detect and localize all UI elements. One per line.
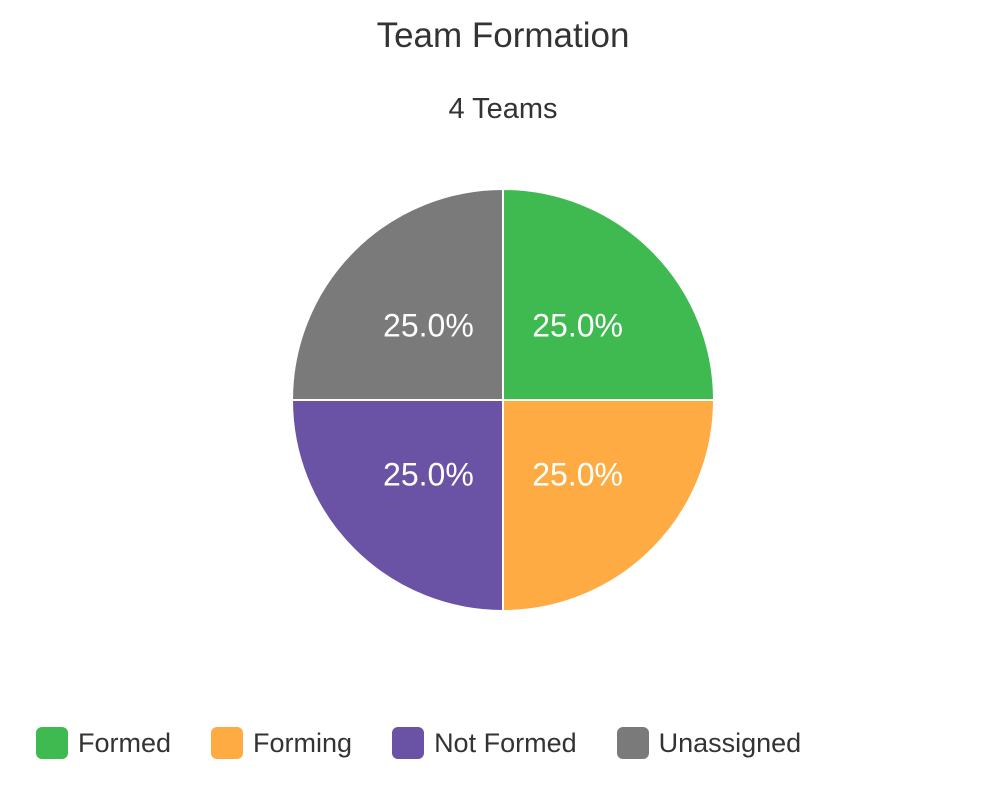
chart-subtitle: 4 Teams xyxy=(448,93,558,125)
chart-legend: Formed Forming Not Formed Unassigned xyxy=(36,720,841,766)
pie-slice-forming[interactable] xyxy=(502,399,716,613)
legend-label-formed: Formed xyxy=(78,727,172,758)
pie-slice-formed[interactable] xyxy=(502,187,716,401)
legend-label-unassigned: Unassigned xyxy=(658,727,802,758)
slice-label-forming: 25.0% xyxy=(532,457,623,493)
legend-swatch-unassigned xyxy=(616,727,649,759)
slice-label-not-formed: 25.0% xyxy=(383,457,474,493)
legend-item-formed[interactable]: Formed xyxy=(36,727,171,759)
legend-item-unassigned[interactable]: Unassigned xyxy=(616,727,802,759)
legend-item-forming[interactable]: Forming xyxy=(211,727,352,759)
legend-label-forming: Forming xyxy=(253,727,353,758)
legend-swatch-not-formed xyxy=(392,727,425,759)
pie-slice-unassigned[interactable] xyxy=(290,187,504,401)
legend-item-not-formed[interactable]: Not Formed xyxy=(392,727,577,759)
legend-swatch-formed xyxy=(36,727,68,759)
legend-label-not-formed: Not Formed xyxy=(434,727,577,758)
legend-swatch-forming xyxy=(211,727,244,759)
slice-label-formed: 25.0% xyxy=(532,307,623,343)
slice-label-unassigned: 25.0% xyxy=(383,307,474,343)
chart-title: Team Formation xyxy=(376,16,630,55)
pie-slice-not-formed[interactable] xyxy=(290,399,504,613)
